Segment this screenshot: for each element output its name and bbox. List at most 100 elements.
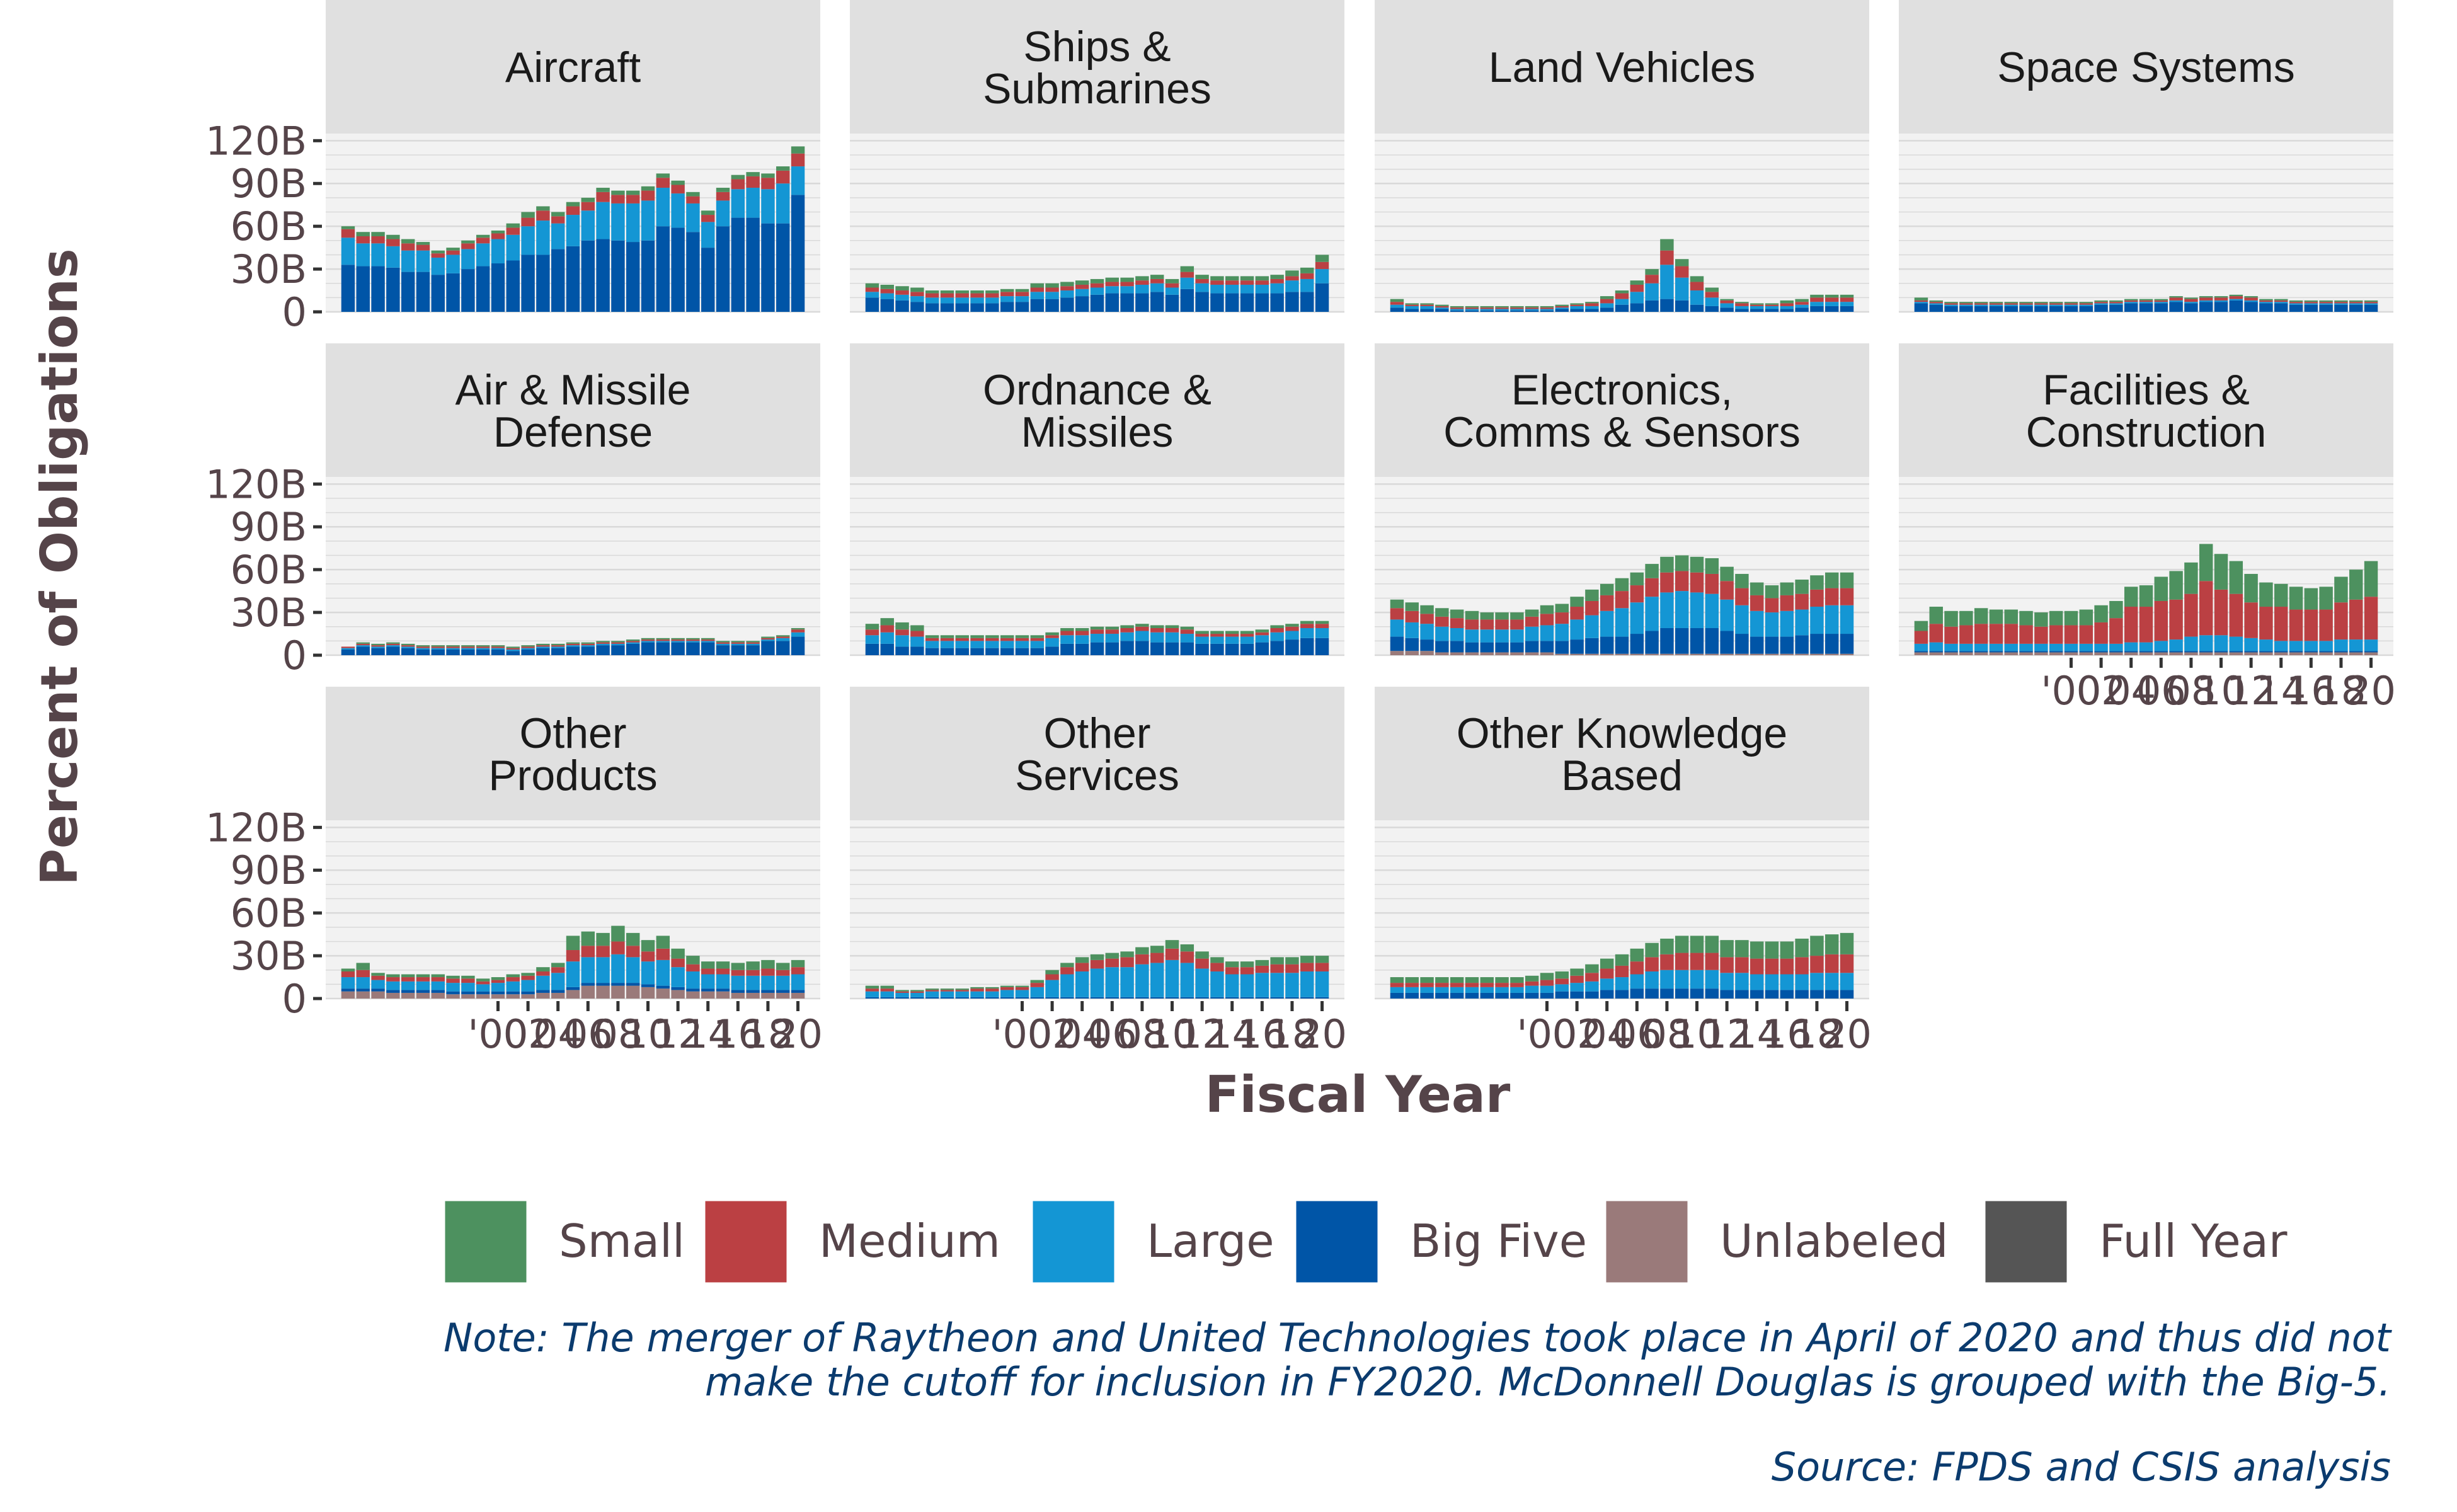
bar-large-2001 <box>1030 641 1044 648</box>
bar-large-1994 <box>401 250 415 272</box>
bar-large-2004 <box>551 223 565 249</box>
bar-big-five-2003 <box>1585 638 1599 654</box>
bar-large-2011 <box>2229 299 2243 301</box>
bar-medium-2018 <box>2334 602 2348 640</box>
bar-medium-2011 <box>1180 272 1194 278</box>
bar-medium-2016 <box>1255 965 1269 973</box>
y-tick-label: 30B <box>231 933 307 979</box>
bar-big-five-2015 <box>716 226 730 312</box>
bar-medium-2017 <box>746 176 760 188</box>
bar-medium-2017 <box>1270 627 1284 633</box>
bar-large-2018 <box>1810 302 1824 306</box>
bar-medium-1991 <box>1405 983 1419 987</box>
bar-small-2001 <box>506 646 520 648</box>
bar-unlabeled-1997 <box>1495 652 1509 655</box>
panel-title: Other Services <box>1015 709 1179 799</box>
bar-big-five-2011 <box>1705 988 1719 999</box>
bar-small-2013 <box>686 956 700 965</box>
bar-medium-2020 <box>791 967 805 975</box>
bar-large-1999 <box>2049 643 2063 651</box>
bar-medium-2011 <box>1180 951 1194 963</box>
bar-small-2010 <box>2214 296 2228 298</box>
bar-small-2002 <box>1570 968 1584 976</box>
bar-large-2012 <box>671 967 685 987</box>
bar-medium-2007 <box>1120 627 1134 633</box>
panel-space-systems: Space Systems <box>1899 0 2393 313</box>
bar-big-five-2011 <box>656 985 670 989</box>
bar-large-2017 <box>1270 973 1284 997</box>
bar-large-2007 <box>1120 967 1134 997</box>
bar-small-1997 <box>1495 977 1509 983</box>
bar-small-2007 <box>596 641 610 643</box>
bar-small-1992 <box>1420 605 1434 614</box>
bar-small-2012 <box>1195 275 1209 279</box>
bar-large-1999 <box>2049 304 2063 306</box>
y-tick-label: 60B <box>231 547 307 593</box>
x-tick-label: 06 <box>2136 668 2186 714</box>
bar-small-2018 <box>1285 624 1299 627</box>
bar-big-five-1990 <box>865 297 879 312</box>
bar-big-five-2010 <box>1690 627 1704 654</box>
bar-medium-2008 <box>1660 572 1674 593</box>
bar-small-1997 <box>970 987 984 989</box>
bar-large-2007 <box>2169 300 2183 302</box>
bar-big-five-2001 <box>1030 299 1044 312</box>
bar-small-2016 <box>1255 276 1269 281</box>
bar-big-five-2014 <box>701 642 715 655</box>
bar-medium-2020 <box>791 629 805 633</box>
bar-big-five-2011 <box>1180 997 1194 999</box>
bar-small-2009 <box>1675 259 1689 266</box>
bar-big-five-2002 <box>521 991 535 995</box>
bar-big-five-1993 <box>1435 641 1449 653</box>
bar-big-five-2005 <box>566 987 580 990</box>
x-tick-label: 16 <box>1762 1011 1812 1057</box>
bar-big-five-2006 <box>1105 293 1120 312</box>
note-line-1: Note: The merger of Raytheon and United … <box>444 1315 2393 1361</box>
bar-big-five-2020 <box>1840 306 1854 312</box>
bar-medium-2005 <box>1615 293 1629 299</box>
bar-small-2003 <box>1060 963 1074 968</box>
bar-small-2012 <box>671 638 685 640</box>
bar-small-1997 <box>970 290 984 294</box>
x-tick-label: 06 <box>563 1011 613 1057</box>
bar-large-2006 <box>1630 602 1644 634</box>
bar-medium-2016 <box>731 179 745 190</box>
bar-medium-1999 <box>1525 616 1539 627</box>
bar-small-2004 <box>1075 627 1089 631</box>
bar-large-2010 <box>1165 632 1179 643</box>
bar-big-five-2015 <box>1240 997 1254 999</box>
bar-unlabeled-1992 <box>371 991 385 999</box>
bar-medium-2000 <box>1540 614 1554 626</box>
bar-medium-2019 <box>2349 302 2363 304</box>
bar-medium-2013 <box>1735 303 1749 306</box>
bar-medium-2006 <box>1630 284 1644 292</box>
bar-big-five-2000 <box>1015 997 1029 999</box>
bar-small-2004 <box>1600 583 1614 595</box>
bar-small-2013 <box>1210 276 1224 281</box>
bar-big-five-2009 <box>1150 642 1164 655</box>
bar-big-five-2015 <box>1765 636 1779 654</box>
bar-big-five-1999 <box>2049 651 2063 653</box>
bar-small-2017 <box>1270 625 1284 628</box>
bar-big-five-2005 <box>1090 294 1104 312</box>
bar-medium-1997 <box>2019 625 2033 644</box>
bar-big-five-1999 <box>1000 997 1014 999</box>
bar-medium-2004 <box>2124 300 2138 302</box>
x-tick-label: 04 <box>533 1011 583 1057</box>
bar-small-2009 <box>2199 296 2213 298</box>
bar-small-1996 <box>2004 302 2018 304</box>
bar-small-2006 <box>1105 277 1120 282</box>
bar-medium-1997 <box>1495 619 1509 630</box>
bar-big-five-2001 <box>506 991 520 995</box>
bar-medium-2018 <box>1810 589 1824 607</box>
bar-medium-2014 <box>2274 300 2288 302</box>
bar-medium-1997 <box>446 646 460 648</box>
bar-large-2016 <box>1255 973 1269 997</box>
bar-big-five-1997 <box>1495 310 1509 312</box>
bar-small-1996 <box>431 974 445 978</box>
bar-large-2005 <box>2139 642 2153 651</box>
bar-big-five-1993 <box>386 267 400 312</box>
bar-big-five-2008 <box>1135 997 1149 999</box>
bar-unlabeled-1999 <box>1525 652 1539 655</box>
bar-medium-2007 <box>1120 957 1134 968</box>
